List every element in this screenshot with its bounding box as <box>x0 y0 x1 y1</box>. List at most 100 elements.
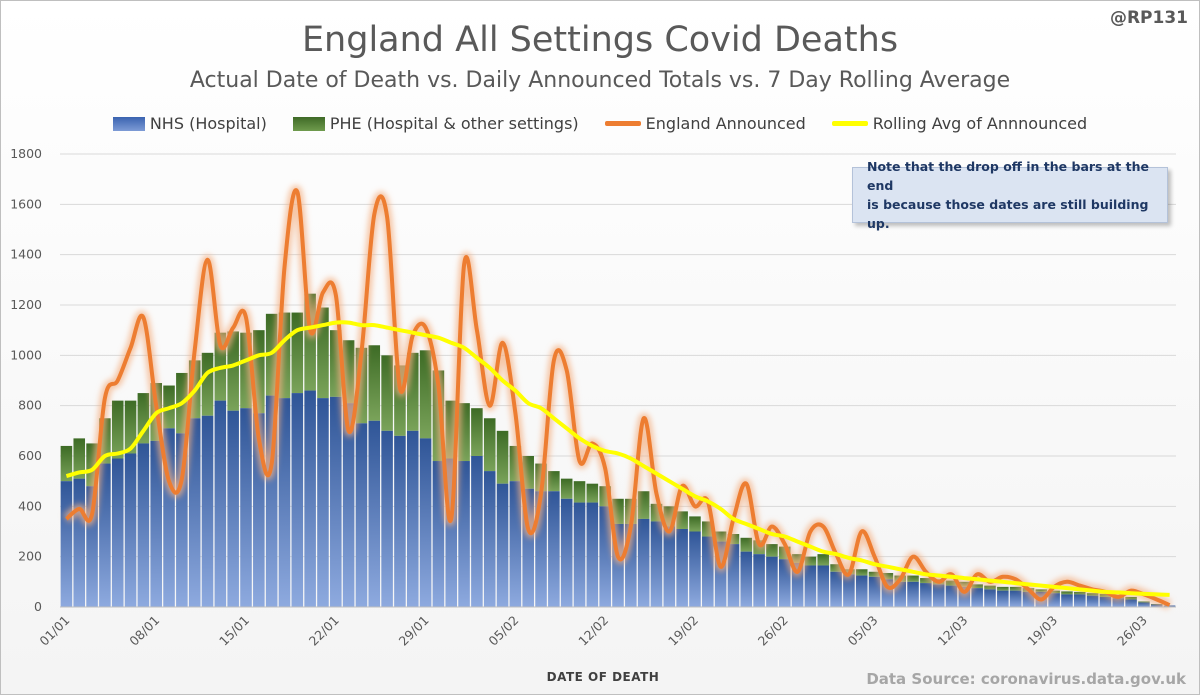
bar-nhs <box>265 395 278 607</box>
bar-phe <box>240 332 252 409</box>
x-tick-label: 26/02 <box>755 613 791 649</box>
bar-phe <box>997 586 1009 591</box>
bar-phe <box>381 355 393 431</box>
legend-item-nhs: NHS (Hospital) <box>112 114 267 133</box>
bar-phe <box>445 400 458 459</box>
bar-nhs <box>317 398 329 607</box>
bar-nhs <box>881 579 894 607</box>
bar-phe <box>573 481 586 503</box>
bar-nhs <box>663 526 676 607</box>
bar-phe <box>920 578 932 584</box>
bar-nhs <box>1138 602 1150 607</box>
bar-nhs <box>868 576 881 607</box>
data-source: Data Source: coronavirus.data.gov.uk <box>866 670 1186 688</box>
bar-phe <box>791 554 804 563</box>
bar-phe <box>73 438 86 479</box>
bar-nhs <box>73 478 86 607</box>
bar-phe <box>586 483 599 503</box>
bar-phe <box>394 365 406 436</box>
bar-phe <box>868 571 881 577</box>
bar-nhs <box>560 498 573 607</box>
bar-phe <box>958 581 971 587</box>
bar-nhs <box>111 458 124 607</box>
bar-nhs <box>60 481 73 607</box>
bar-nhs <box>1048 593 1060 607</box>
bar-phe <box>1009 586 1022 591</box>
bar-nhs <box>586 502 599 607</box>
bar-phe <box>124 400 137 454</box>
bar-phe <box>702 521 714 537</box>
bar-phe <box>855 569 868 576</box>
legend-item-announced: England Announced <box>604 114 806 133</box>
bar-phe <box>689 516 701 532</box>
bar-nhs <box>240 408 252 607</box>
rolling-avg-line <box>65 320 1170 597</box>
bar-phe <box>804 556 817 566</box>
legend-label-announced: England Announced <box>645 114 806 133</box>
bar-phe <box>458 403 470 462</box>
bar-nhs <box>1074 594 1086 607</box>
bar-phe <box>1035 589 1048 592</box>
y-tick-label: 1000 <box>10 347 42 362</box>
bar-nhs <box>612 523 624 607</box>
bar-nhs <box>201 415 214 607</box>
bar-phe <box>971 584 983 589</box>
author-handle: @RP131 <box>1109 8 1188 28</box>
bar-nhs <box>304 390 316 607</box>
y-axis-ticks: 0 200 400 600 800 1000 1200 1400 1600 1800 <box>10 146 42 614</box>
legend-swatch-rolling <box>831 121 868 126</box>
bar-nhs <box>932 584 945 607</box>
x-axis-ticks: 01/01 08/01 15/01 22/01 29/01 05/02 12/02 19/02… <box>36 613 1150 649</box>
bar-nhs <box>727 544 740 607</box>
x-tick-label: 26/03 <box>1114 613 1150 649</box>
bar-nhs <box>740 551 753 607</box>
bar-phe <box>1074 591 1086 595</box>
bar-phe <box>1061 591 1073 595</box>
bar-phe <box>740 537 753 552</box>
bar-nhs <box>791 562 804 607</box>
bar-nhs <box>830 571 842 607</box>
bar-phe <box>483 418 496 472</box>
bar-nhs <box>188 418 201 607</box>
legend-swatch-nhs <box>112 116 145 131</box>
legend-label-phe: PHE (Hospital & other settings) <box>329 114 579 133</box>
bar-nhs <box>535 491 547 607</box>
bar-nhs <box>227 410 239 607</box>
bar-phe <box>406 352 419 431</box>
y-tick-label: 1200 <box>10 297 42 312</box>
bar-nhs <box>984 589 996 607</box>
y-tick-label: 600 <box>18 448 42 463</box>
bar-nhs <box>381 430 393 607</box>
bar-nhs <box>971 588 983 607</box>
y-tick-label: 0 <box>34 599 42 614</box>
chart-title: England All Settings Covid Deaths <box>301 20 899 60</box>
bar-nhs <box>419 438 432 607</box>
x-tick-label: 05/03 <box>845 613 881 649</box>
bar-nhs <box>432 461 445 607</box>
bar-nhs <box>291 393 304 607</box>
bar-phe <box>330 330 342 397</box>
bar-nhs <box>817 565 830 607</box>
bar-phe <box>1138 601 1150 603</box>
y-tick-label: 1400 <box>10 247 42 262</box>
bar-phe <box>945 580 958 586</box>
legend-swatch-announced <box>604 121 641 126</box>
bar-phe <box>86 443 98 487</box>
bar-phe <box>766 544 778 557</box>
y-tick-label: 800 <box>18 398 42 413</box>
bar-phe <box>201 352 214 416</box>
bar-phe <box>291 312 304 394</box>
bar-nhs <box>1099 596 1112 607</box>
y-tick-label: 1600 <box>10 196 42 211</box>
bar-nhs <box>920 583 932 607</box>
bar-phe <box>637 491 650 519</box>
x-tick-label: 05/02 <box>485 613 521 649</box>
legend-item-rolling: Rolling Avg of Annnounced <box>831 114 1087 133</box>
bar-phe <box>368 345 381 421</box>
x-tick-label: 01/01 <box>36 613 72 649</box>
bar-nhs <box>406 430 419 607</box>
bar-phe <box>304 293 316 391</box>
legend-swatch-phe <box>292 116 325 131</box>
bar-nhs <box>637 518 650 607</box>
